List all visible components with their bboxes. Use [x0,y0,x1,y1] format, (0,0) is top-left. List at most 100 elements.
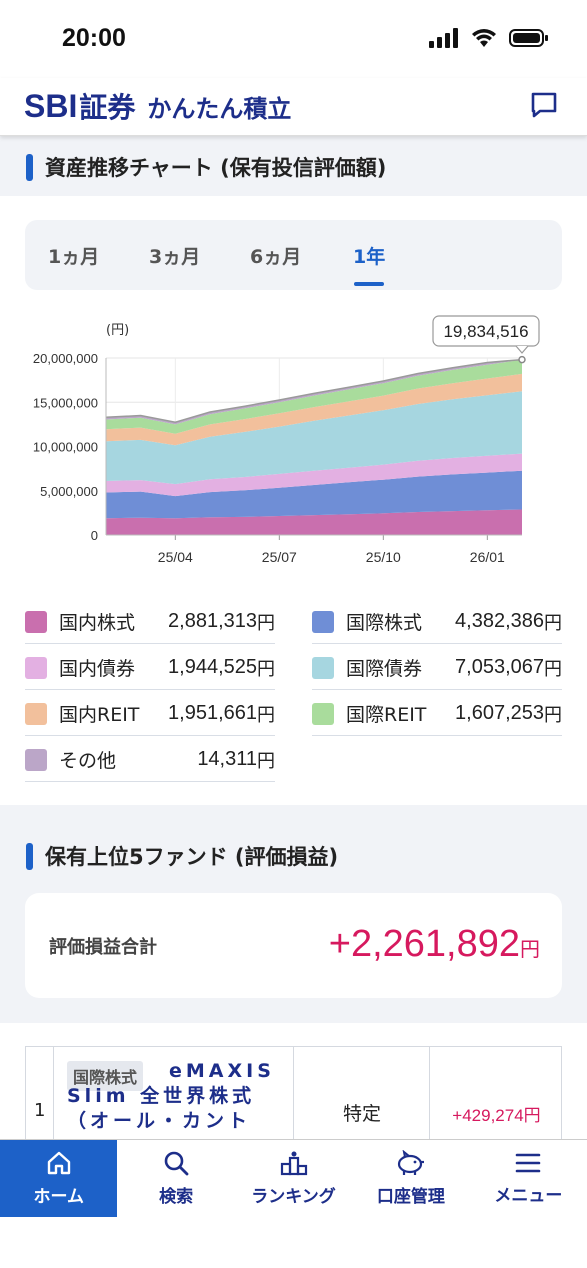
fund-category-badge: 国際株式 [67,1061,144,1091]
tab-6-months[interactable]: 6ヵ月 [250,246,302,268]
nav-ranking-label: ランキング [251,1187,336,1207]
title-accent-bar [26,153,33,181]
legend-label: 国内債券 [59,658,136,680]
area-series-国内株式 [106,509,522,535]
legend-item-intl-reit: 国際REIT 1,607,253 円 [312,692,562,736]
legend-swatch [25,610,47,633]
legend-unit: 円 [257,750,275,772]
asset-section-title: 資産推移チャート (保有投信評価額) [26,152,386,182]
home-icon [47,1151,70,1175]
x-tick-label: 26/01 [470,549,505,565]
legend-item-domestic-bond: 国内債券 1,944,525 円 [25,646,275,690]
asset-section-title-text: 資産推移チャート (保有投信評価額) [45,156,387,180]
total-pl-unit: 円 [520,939,540,961]
legend-value: 7,053,067 [455,656,544,678]
legend-unit: 円 [257,704,275,726]
legend-label: 国内株式 [59,612,136,634]
fund-name-link[interactable]: eMAXIS Slim 全世界株式（オール・カント [67,1060,275,1132]
piggy-bank-icon [397,1150,424,1175]
menu-icon [516,1153,541,1173]
sbi-logo[interactable]: SBI 証券 かんたん積立 [24,86,291,126]
legend-unit: 円 [544,658,562,680]
ranking-icon [280,1151,307,1176]
total-pl-number: +2,261,892 [328,923,520,965]
area-series-国際REIT [106,359,522,434]
fund-name-cell[interactable]: 国際株式 eMAXIS Slim 全世界株式（オール・カント [54,1047,294,1146]
x-tick-label: 25/10 [366,549,401,565]
y-tick-label: 5,000,000 [40,484,98,499]
legend-label: 国際REIT [346,704,427,726]
nav-home[interactable]: ホーム [0,1140,118,1217]
legend-item-domestic-reit: 国内REIT 1,951,661 円 [25,692,275,736]
active-tab-indicator [354,282,384,286]
chat-bubble-icon[interactable] [529,90,559,120]
asset-area-chart[interactable]: 20,000,000 15,000,000 10,000,000 5,000,000 0… [0,300,587,580]
area-series-国内REIT [106,373,522,446]
legend-swatch [25,702,47,725]
area-series-国際株式 [106,470,522,519]
legend-item-intl-bond: 国際債券 7,053,067 円 [312,646,562,690]
callout-pointer [515,345,529,354]
nav-menu[interactable]: メニュー [470,1140,587,1217]
legend-value: 1,944,525 [168,656,257,678]
tab-1-year[interactable]: 1年 [353,246,386,268]
nav-account-label: 口座管理 [376,1187,445,1207]
legend-unit: 円 [544,612,562,634]
tab-1-month[interactable]: 1ヵ月 [48,246,100,268]
title-accent-bar [26,842,33,870]
total-pl-label: 評価損益合計 [49,937,157,958]
y-unit-label: (円) [106,323,129,338]
legend-unit: 円 [257,612,275,634]
fund-pl-value: +429,274円 [452,1106,541,1125]
signal-icon [429,28,458,48]
bottom-nav: ホーム 検索 ランキング 口座管理 [0,1139,587,1217]
status-bar: 20:00 [0,0,587,78]
app-header: SBI 証券 かんたん積立 [0,78,587,136]
top-funds-title-text: 保有上位5ファンド (評価損益) [45,845,339,869]
legend-value: 1,607,253 [455,702,544,724]
total-line [105,358,523,423]
legend-swatch [312,656,334,679]
x-tick-label: 25/04 [158,549,193,565]
legend-value: 1,951,661 [168,702,257,724]
fund-account-type: 特定 [342,1103,381,1125]
area-series-国際債券 [106,391,522,485]
tab-3-months[interactable]: 3ヵ月 [149,246,201,268]
legend-item-other: その他 14,311 円 [25,738,275,782]
nav-account[interactable]: 口座管理 [352,1140,469,1217]
logo-shoken-text: 証券 [79,91,136,124]
callout-box [432,315,540,347]
legend-label: その他 [59,750,117,772]
fund-pl-cell: +429,274円 [430,1047,561,1146]
legend-label: 国際株式 [346,612,423,634]
status-time: 20:00 [62,24,126,52]
legend-label: 国内REIT [59,704,140,726]
nav-ranking[interactable]: ランキング [235,1140,352,1217]
battery-icon [509,29,548,47]
legend-value: 4,382,386 [455,610,544,632]
product-name: かんたん積立 [147,95,292,123]
x-tick-label: 25/07 [262,549,297,565]
total-pl-value: +2,261,892円 [329,923,540,966]
nav-search-label: 検索 [159,1187,194,1207]
legend-swatch [25,656,47,679]
period-tabs: 1ヵ月 3ヵ月 6ヵ月 1年 [25,220,562,290]
latest-point-marker [518,355,526,364]
legend-item-domestic-stock: 国内株式 2,881,313 円 [25,600,275,644]
asset-section-header [0,136,587,196]
status-icons [429,28,549,48]
y-tick-label: 10,000,000 [33,440,98,455]
asset-chart[interactable]: 20,000,000 15,000,000 10,000,000 5,000,000 0… [0,300,587,580]
legend-item-intl-stock: 国際株式 4,382,386 円 [312,600,562,644]
area-series-国内債券 [106,453,522,497]
fund-table: 1 国際株式 eMAXIS Slim 全世界株式（オール・カント 特定 +429… [25,1046,562,1146]
logo-sbi-text: SBI [24,88,78,124]
legend-label: 国際債券 [346,658,423,680]
nav-search[interactable]: 検索 [117,1140,234,1217]
nav-home-label: ホーム [33,1187,84,1207]
fund-rank: 1 [34,1100,46,1121]
legend-unit: 円 [544,704,562,726]
nav-menu-label: メニュー [494,1186,563,1206]
fund-rank-cell: 1 [26,1047,54,1146]
wifi-icon [472,29,496,47]
